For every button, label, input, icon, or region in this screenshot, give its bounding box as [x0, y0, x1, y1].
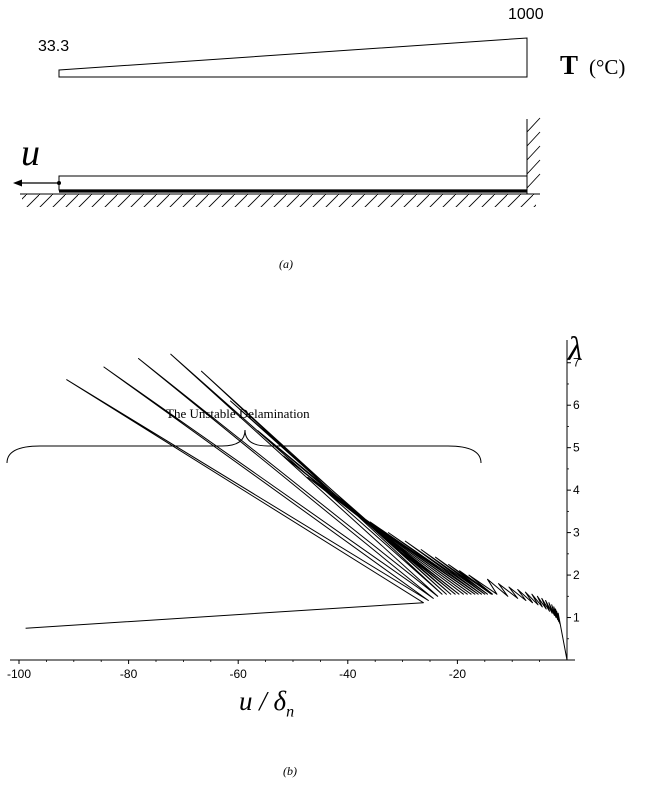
x-tick-label: -40: [339, 667, 357, 681]
annotation-brace: [6, 429, 482, 464]
x-tick-label: -20: [449, 667, 467, 681]
caption-a: (a): [279, 257, 293, 271]
x-tick-label: -100: [7, 667, 31, 681]
wall-hatch: [526, 117, 541, 189]
ground-hatch: [22, 194, 536, 207]
temperature-right-label: 1000: [508, 6, 544, 23]
y-tick-label: 7: [573, 356, 580, 370]
annotation-label: The Unstable Delamination: [166, 406, 310, 421]
x-tick-label: -60: [230, 667, 248, 681]
y-tick-label: 3: [573, 526, 580, 540]
temperature-symbol: T: [560, 50, 579, 80]
y-tick-label: 1: [573, 611, 580, 625]
y-axis-label: λ: [568, 331, 583, 368]
load-point: [57, 181, 61, 185]
y-tick-label: 2: [573, 568, 580, 582]
temperature-unit: (°C): [589, 55, 626, 79]
series-line-0: [25, 353, 568, 661]
x-axis-label: u / δn: [239, 686, 295, 721]
y-tick-label: 5: [573, 441, 580, 455]
y-tick-label: 6: [573, 398, 580, 412]
x-tick-label: -80: [120, 667, 138, 681]
temperature-left-label: 33.3: [38, 38, 70, 55]
temperature-gradient-wedge: [58, 37, 528, 78]
caption-b: (b): [283, 764, 297, 778]
displacement-symbol: u: [21, 132, 40, 174]
schematic-svg: [13, 37, 541, 207]
arrow-head: [13, 179, 22, 187]
y-tick-label: 4: [573, 483, 580, 497]
